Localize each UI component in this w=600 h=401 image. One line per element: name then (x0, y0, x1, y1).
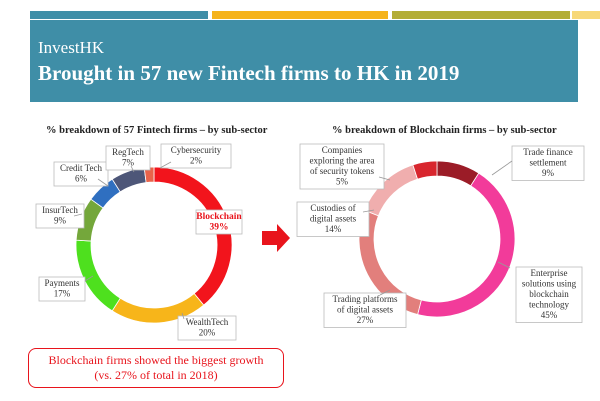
blockchain-label-box (511, 145, 585, 181)
top-bar-blue (30, 11, 208, 19)
callout-line-1: Blockchain firms showed the biggest grow… (48, 353, 264, 367)
headline: Brought in 57 new Fintech firms to HK in… (38, 61, 460, 85)
blockchain-label-text: of security tokens (310, 166, 374, 176)
fintech-label-text: Blockchain (196, 212, 242, 222)
blockchain-leader-line (362, 209, 375, 213)
fintech-leader-line (84, 275, 94, 282)
fintech-leader-line (159, 161, 172, 169)
blockchain-label-text: 9% (542, 168, 555, 178)
fintech-label-text: 39% (210, 223, 229, 233)
blockchain-label-text: 14% (325, 224, 342, 234)
fintech-label-text: 9% (54, 216, 67, 226)
blockchain-label-box (299, 143, 385, 190)
fintech-leader-line (181, 312, 185, 320)
brand-name: InvestHK (38, 38, 105, 57)
blockchain-label-text: Custodies of (310, 203, 355, 213)
blockchain-leader-line (491, 160, 513, 176)
fintech-label-box (35, 203, 85, 229)
blockchain-label-text: technology (529, 300, 569, 310)
fintech-label-text: 6% (75, 174, 88, 184)
fintech-label-box (105, 145, 151, 171)
growth-callout: Blockchain firms showed the biggest grow… (28, 348, 284, 388)
right-arrow-icon (262, 224, 290, 252)
blockchain-label-text: Enterprise (531, 268, 568, 278)
blockchain-label-text: 45% (541, 310, 558, 320)
fintech-label-text: Cybersecurity (171, 145, 222, 155)
blockchain-label-text: Trade finance (523, 147, 572, 157)
blockchain-label-text: 27% (357, 315, 374, 325)
blockchain-label-box (296, 201, 370, 237)
fintech-label-text: Credit Tech (60, 163, 102, 173)
blockchain-label-text: blockchain (529, 289, 569, 299)
blockchain-chart-title: % breakdown of Blockchain firms – by sub… (332, 125, 557, 136)
callout-line-2: (vs. 27% of total in 2018) (94, 368, 218, 382)
blockchain-label-box (323, 292, 407, 328)
fintech-label-box (38, 276, 86, 302)
blockchain-leader-line (497, 261, 511, 269)
fintech-label-text: 2% (190, 156, 203, 166)
blockchain-slice-enterprise-solutions-using-blockchain-technology (417, 172, 516, 318)
blockchain-label-text: solutions using (522, 279, 577, 289)
top-bar-light (572, 11, 600, 19)
blockchain-slice-trade-finance-settlement (436, 160, 480, 187)
fintech-label-text: Payments (45, 278, 80, 288)
fintech-label-text: RegTech (112, 147, 144, 157)
blockchain-label-text: Companies (322, 145, 363, 155)
title-banner: InvestHK Brought in 57 new Fintech firms… (30, 20, 578, 102)
blockchain-leader-line (379, 289, 391, 296)
blockchain-label-text: Trading platforms (333, 294, 398, 304)
blockchain-label-text: digital assets (310, 214, 357, 224)
blockchain-label-box (515, 266, 583, 323)
fintech-label-box (195, 209, 243, 235)
fintech-slice-blockchain (153, 166, 233, 306)
fintech-leader-line (130, 165, 135, 173)
fintech-leader-line (73, 213, 83, 217)
fintech-label-text: 20% (199, 328, 216, 338)
fintech-label-box (177, 315, 237, 341)
fintech-label-box (160, 143, 232, 169)
blockchain-label-text: 5% (336, 177, 349, 187)
blockchain-leader-line (378, 176, 391, 181)
top-bar-yellow (212, 11, 388, 19)
top-bar-olive (392, 11, 570, 19)
fintech-label-box (53, 161, 109, 187)
blockchain-label-text: settlement (530, 158, 567, 168)
blockchain-slice-companies-exploring-the-area-of-security-tokens (412, 160, 438, 180)
blockchain-label-text: of digital assets (337, 305, 393, 315)
blockchain-label-text: exploring the area (310, 156, 375, 166)
fintech-label-text: InsurTech (42, 205, 78, 215)
fintech-label-text: WealthTech (186, 317, 229, 327)
fintech-chart-title: % breakdown of 57 Fintech firms – by sub… (46, 125, 268, 136)
fintech-leader-line (97, 178, 109, 187)
fintech-label-text: 17% (54, 289, 71, 299)
fintech-label-text: 7% (122, 158, 135, 168)
